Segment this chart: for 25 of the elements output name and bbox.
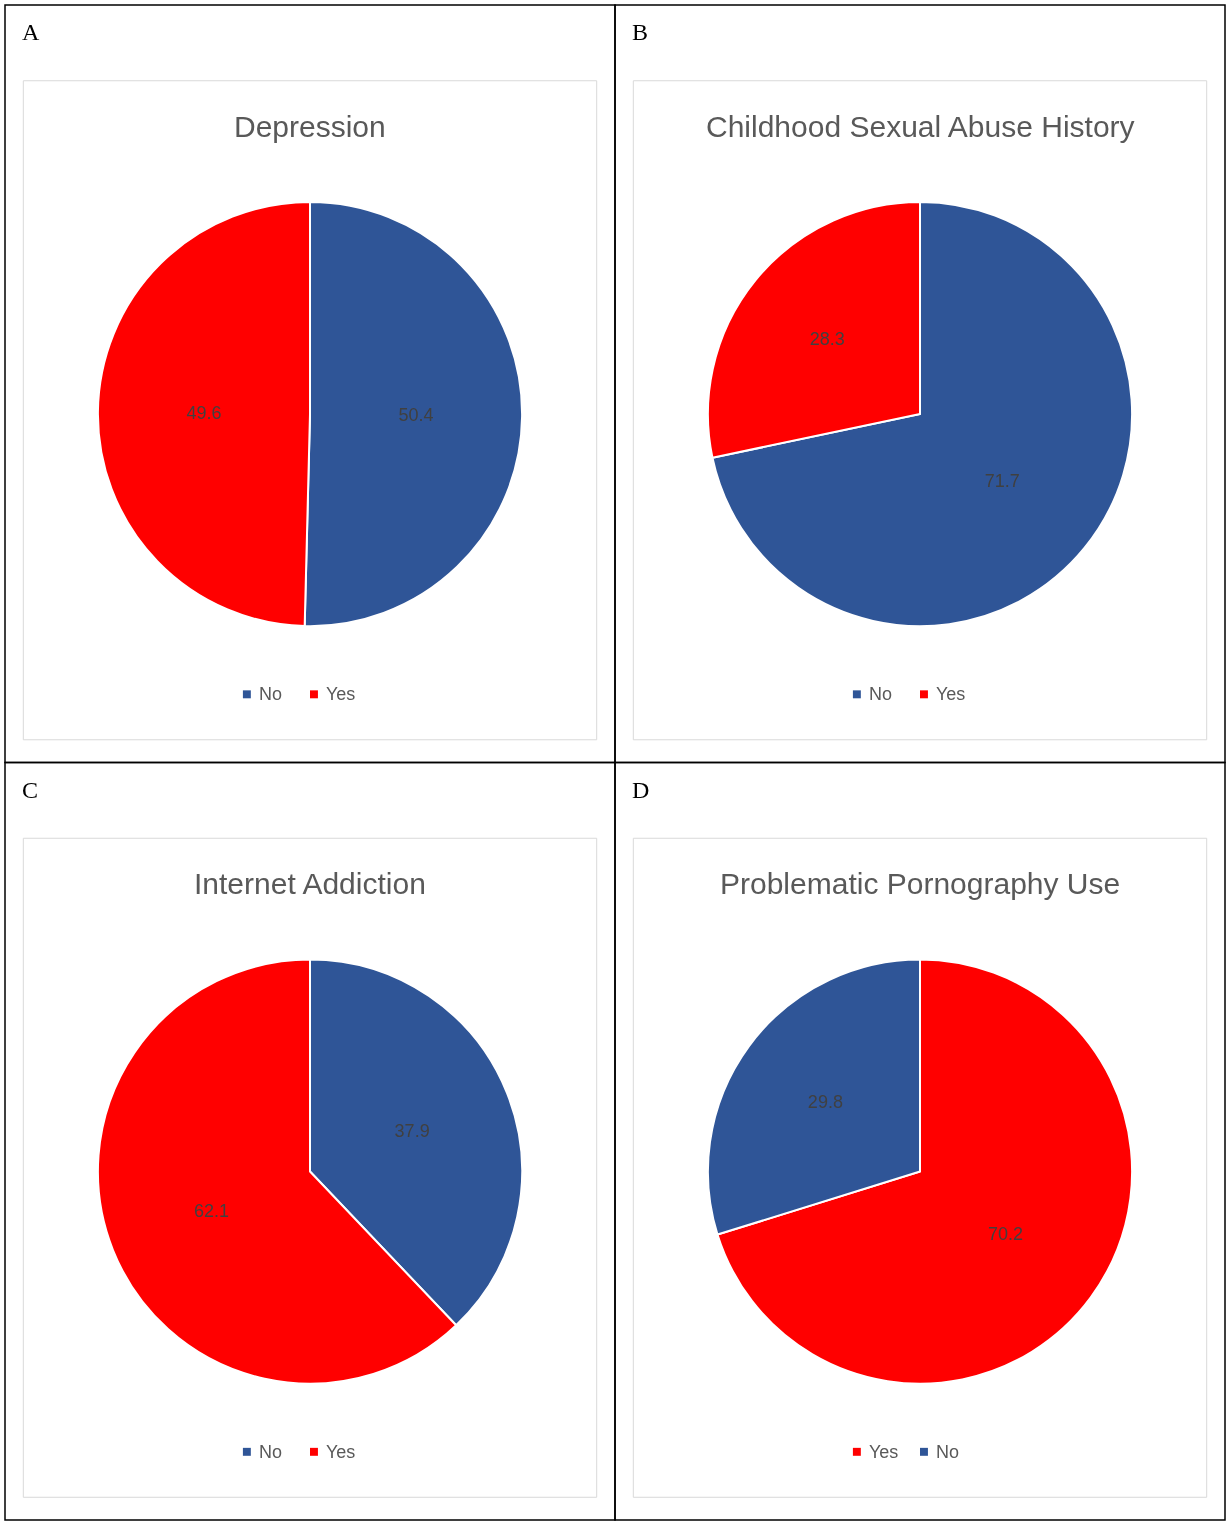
data-label: 29.8: [807, 1091, 843, 1112]
chart-title: Problematic Pornography Use: [720, 867, 1121, 900]
legend-label: No: [259, 684, 283, 704]
data-label: 71.7: [984, 470, 1020, 491]
data-label: 50.4: [398, 405, 434, 426]
text: D: [632, 777, 650, 803]
data-label: 28.3: [809, 328, 845, 349]
chart-title: Internet Addiction: [194, 867, 426, 900]
chart-title: Childhood Sexual Abuse History: [706, 110, 1135, 143]
data-label: 49.6: [186, 402, 222, 423]
legend-label: Yes: [326, 1442, 356, 1462]
text: B: [632, 19, 649, 45]
legend-label: Yes: [326, 684, 356, 704]
legend-label: No: [259, 1442, 283, 1462]
legend-label: No: [936, 1442, 960, 1462]
text: A: [22, 19, 40, 45]
data-label: 70.2: [987, 1224, 1023, 1245]
legend-label: Yes: [869, 1442, 899, 1462]
chart-title: Depression: [234, 110, 386, 143]
text: C: [22, 777, 39, 803]
data-label: 62.1: [194, 1200, 230, 1221]
legend-label: Yes: [936, 684, 966, 704]
data-label: 37.9: [394, 1120, 430, 1141]
pie-slice: [711, 200, 1134, 627]
legend-label: No: [869, 684, 893, 704]
